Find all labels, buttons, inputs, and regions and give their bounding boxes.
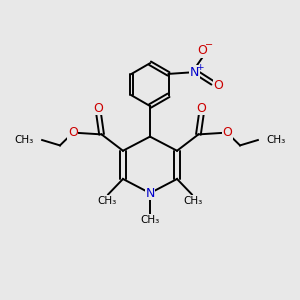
Text: O: O	[222, 126, 232, 140]
Text: −: −	[205, 40, 213, 50]
Text: O: O	[94, 102, 103, 115]
Text: N: N	[190, 66, 200, 79]
Text: O: O	[214, 79, 224, 92]
Text: +: +	[196, 63, 203, 72]
Text: CH₃: CH₃	[184, 196, 203, 206]
Text: CH₃: CH₃	[97, 196, 116, 206]
Text: O: O	[197, 44, 207, 57]
Text: O: O	[196, 102, 206, 115]
Text: CH₃: CH₃	[14, 135, 33, 145]
Text: CH₃: CH₃	[140, 215, 160, 225]
Text: N: N	[145, 187, 155, 200]
Text: CH₃: CH₃	[267, 135, 286, 145]
Text: O: O	[68, 126, 78, 140]
